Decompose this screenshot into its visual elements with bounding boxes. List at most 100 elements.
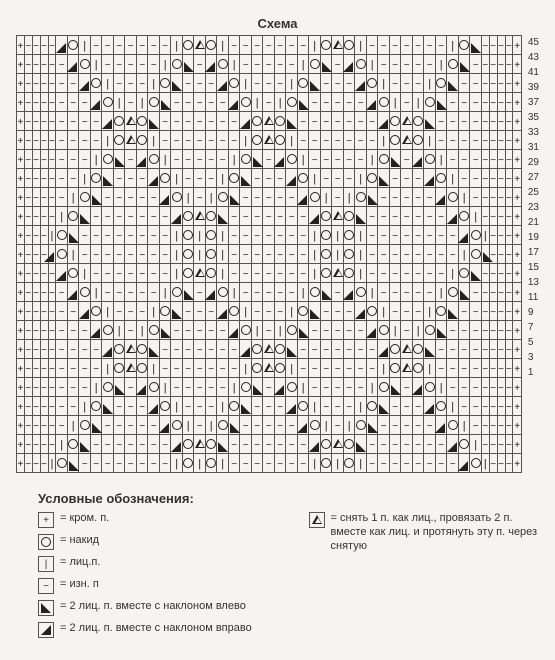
chart-cell	[297, 169, 309, 188]
chart-cell: −	[251, 435, 263, 454]
chart-cell	[171, 188, 183, 207]
chart-cell: −	[470, 112, 482, 131]
chart-cell	[102, 378, 114, 397]
chart-cell: −	[297, 245, 309, 264]
chart-cell: |	[194, 245, 206, 264]
chart-cell: +	[513, 74, 522, 93]
chart-cell	[205, 55, 217, 74]
chart-cell: −	[401, 435, 413, 454]
chart-cell: −	[136, 283, 148, 302]
chart-cell	[378, 340, 390, 359]
chart-cell: −	[447, 378, 459, 397]
chart-cell: −	[205, 131, 217, 150]
chart-cell	[228, 397, 240, 416]
chart-cell: −	[32, 245, 40, 264]
chart-cell	[113, 378, 125, 397]
chart-cell: |	[90, 283, 102, 302]
chart-cell	[228, 321, 240, 340]
chart-cell: −	[32, 264, 40, 283]
chart-cell: −	[447, 112, 459, 131]
chart-cell: −	[274, 74, 286, 93]
chart-cell: −	[497, 454, 505, 473]
chart-cell: −	[470, 55, 482, 74]
chart-cell: −	[263, 150, 275, 169]
chart-cell: |	[424, 131, 436, 150]
chart-cell: −	[240, 188, 252, 207]
chart-cell: |	[481, 226, 489, 245]
chart-cell: −	[458, 150, 470, 169]
chart-cell	[113, 340, 125, 359]
chart-cell: −	[505, 226, 513, 245]
chart-cell	[286, 93, 298, 112]
chart-cell: −	[32, 112, 40, 131]
chart-cell: −	[48, 131, 56, 150]
chart-cell	[401, 340, 413, 359]
chart-cell: |	[251, 93, 263, 112]
chart-cell: −	[148, 245, 160, 264]
chart-cell: −	[159, 36, 171, 55]
chart-cell: −	[228, 207, 240, 226]
chart-cell: |	[182, 188, 194, 207]
chart-cell: −	[182, 359, 194, 378]
chart-cell	[309, 207, 321, 226]
row-number-column: 4543413937353331292725232119171513119753…	[526, 35, 539, 380]
chart-cell: −	[489, 245, 497, 264]
chart-cell: −	[24, 416, 32, 435]
legend-text: = накид	[60, 534, 99, 548]
chart-cell: −	[497, 150, 505, 169]
chart-cell: −	[48, 207, 56, 226]
chart-cell: −	[489, 340, 497, 359]
chart-cell	[228, 302, 240, 321]
chart-cell	[481, 245, 489, 264]
chart-cell: −	[24, 435, 32, 454]
chart-cell	[182, 207, 194, 226]
chart-cell	[355, 416, 367, 435]
chart-cell: |	[355, 397, 367, 416]
chart-cell: −	[125, 321, 137, 340]
chart-cell: −	[67, 378, 79, 397]
chart-cell	[389, 359, 401, 378]
chart-cell: +	[17, 55, 25, 74]
chart-cell: |	[481, 454, 489, 473]
chart-cell	[458, 226, 470, 245]
chart-cell: −	[32, 435, 40, 454]
chart-cell: −	[113, 302, 125, 321]
chart-cell: −	[217, 150, 229, 169]
chart-cell	[286, 112, 298, 131]
chart-cell	[366, 169, 378, 188]
chart-cell: −	[497, 416, 505, 435]
chart-cell: −	[366, 207, 378, 226]
chart-cell: −	[343, 359, 355, 378]
chart-cell: −	[194, 150, 206, 169]
chart-cell	[148, 378, 160, 397]
chart-cell	[470, 226, 482, 245]
chart-cell	[136, 112, 148, 131]
row-number: 3	[526, 350, 539, 365]
chart-cell	[159, 188, 171, 207]
legend-left-column: += кром. п.= накид|= лиц.п.−= изн. п= 2 …	[38, 512, 269, 644]
chart-cell: −	[228, 264, 240, 283]
chart-cell: −	[389, 74, 401, 93]
chart-cell: −	[171, 359, 183, 378]
chart-cell: −	[458, 112, 470, 131]
chart-cell	[113, 150, 125, 169]
chart-cell: −	[366, 226, 378, 245]
chart-cell	[286, 397, 298, 416]
chart-cell	[447, 55, 459, 74]
chart-cell: −	[159, 264, 171, 283]
knitting-chart: +−−−−|−−−−−−−||−−−−−−−||−−−−−−−|−−−−++−−…	[16, 35, 522, 473]
legend-symbol: +	[38, 512, 54, 528]
chart-cell: −	[378, 36, 390, 55]
chart-cell	[435, 397, 447, 416]
chart-cell: −	[194, 169, 206, 188]
chart-cell: |	[171, 245, 183, 264]
chart-cell	[378, 93, 390, 112]
chart-cell: −	[79, 378, 91, 397]
chart-cell: −	[505, 264, 513, 283]
chart-cell: −	[32, 93, 40, 112]
chart-cell: −	[263, 416, 275, 435]
chart-cell	[424, 169, 436, 188]
chart-cell	[113, 112, 125, 131]
chart-cell: −	[286, 207, 298, 226]
chart-cell: −	[113, 55, 125, 74]
